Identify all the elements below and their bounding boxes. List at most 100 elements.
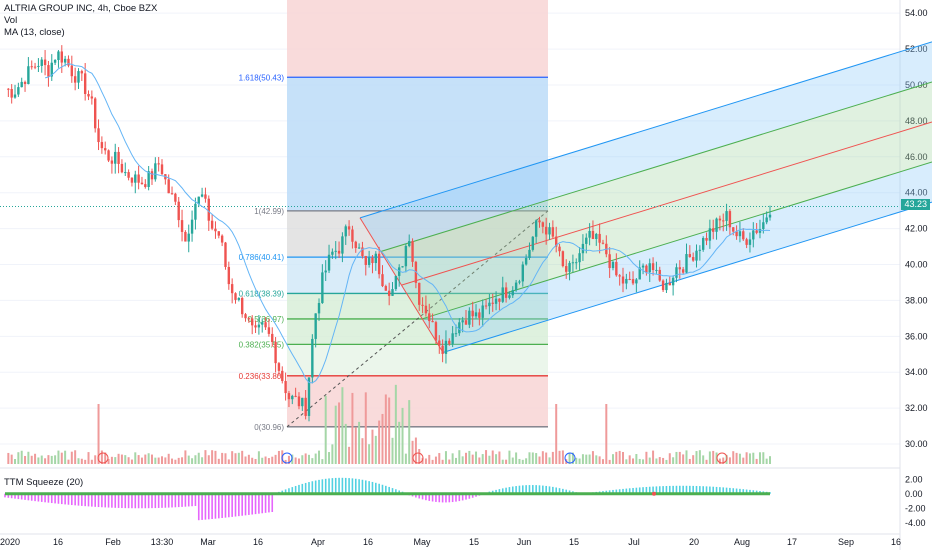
y-tick-label: 46.00 xyxy=(905,152,928,162)
candle-body xyxy=(297,396,301,407)
squeeze-bar xyxy=(238,493,240,517)
volume-bar xyxy=(120,454,123,464)
candle-body xyxy=(227,266,231,285)
x-tick-label: 20 xyxy=(689,537,699,547)
volume-bar xyxy=(571,452,574,464)
candle-body xyxy=(471,310,474,317)
fib-zone-4 xyxy=(287,344,548,376)
squeeze-bar xyxy=(465,493,467,500)
squeeze-bar xyxy=(662,486,664,494)
volume-bar xyxy=(67,459,70,464)
squeeze-bar xyxy=(181,493,183,507)
squeeze-bar xyxy=(74,493,76,506)
candle-body xyxy=(194,203,197,220)
candles-group xyxy=(7,45,772,422)
squeeze-bar xyxy=(60,493,63,505)
volume-bar xyxy=(274,454,277,464)
candle-body xyxy=(70,65,74,77)
volume-bar xyxy=(77,458,80,464)
volume-bar xyxy=(518,458,521,464)
volume-bar xyxy=(541,451,544,464)
squeeze-bar xyxy=(234,493,237,517)
volume-bar xyxy=(675,451,678,464)
candle-body xyxy=(625,278,628,284)
squeeze-bar xyxy=(264,493,267,513)
candle-body xyxy=(230,284,234,294)
candle-body xyxy=(77,71,80,83)
candle-body xyxy=(251,318,254,326)
volume-bar xyxy=(618,450,621,464)
channel-band-bottom xyxy=(422,162,932,353)
last-price-badge: 43.23 xyxy=(901,199,930,210)
candle-body xyxy=(611,261,615,269)
squeeze-bar xyxy=(625,488,628,494)
volume-bar xyxy=(358,421,361,464)
volume-bar xyxy=(642,459,645,464)
candle-body xyxy=(124,172,127,174)
candle-body xyxy=(347,226,351,230)
squeeze-bar xyxy=(318,479,320,494)
candle-body xyxy=(678,267,682,270)
volume-bar xyxy=(97,404,100,464)
volume-bar xyxy=(742,457,745,464)
candle-body xyxy=(87,93,90,97)
volume-bar xyxy=(708,451,711,464)
volume-bar xyxy=(257,451,260,464)
candle-body xyxy=(130,177,134,183)
squeeze-bar xyxy=(17,493,20,500)
candle-body xyxy=(464,320,468,325)
candle-body xyxy=(738,231,742,237)
volume-bar xyxy=(331,444,334,464)
volume-bar xyxy=(745,452,748,464)
volume-bar xyxy=(498,451,501,464)
candle-body xyxy=(712,228,715,232)
volume-bar xyxy=(545,452,548,464)
candle-body xyxy=(174,193,177,202)
candle-body xyxy=(304,397,307,416)
candle-body xyxy=(618,275,621,277)
squeeze-bar xyxy=(84,493,86,507)
candle-body xyxy=(588,230,591,238)
volume-bar xyxy=(284,459,287,464)
candle-body xyxy=(281,370,284,382)
y-tick-label: 34.00 xyxy=(905,367,928,377)
x-tick-label: 17 xyxy=(787,537,797,547)
volume-bar xyxy=(558,450,561,464)
candle-body xyxy=(33,66,37,68)
candle-body xyxy=(391,289,394,296)
volume-bar xyxy=(267,458,270,464)
candle-body xyxy=(53,60,57,63)
volume-bar xyxy=(611,454,614,464)
volume-bar xyxy=(47,455,50,464)
candle-body xyxy=(491,302,494,304)
volume-bar xyxy=(184,450,187,464)
candle-body xyxy=(387,290,391,296)
volume-bar xyxy=(70,451,73,464)
volume-bar xyxy=(57,450,60,464)
volume-bar xyxy=(648,457,651,464)
squeeze-bar xyxy=(515,486,517,494)
candle-body xyxy=(104,148,107,151)
squeeze-bar xyxy=(628,488,631,494)
volume-bar xyxy=(117,453,120,464)
candle-body xyxy=(110,160,114,164)
volume-bar xyxy=(448,459,451,464)
volume-bar xyxy=(194,455,197,464)
channel-line xyxy=(359,41,932,219)
volume-bar xyxy=(511,457,514,464)
candle-body xyxy=(641,265,645,268)
squeeze-bar xyxy=(421,493,424,500)
candle-body xyxy=(481,305,484,318)
squeeze-bar xyxy=(301,483,304,494)
candle-body xyxy=(144,184,147,187)
volume-bar xyxy=(144,454,147,464)
squeeze-bar xyxy=(375,482,377,494)
volume-bar xyxy=(181,457,184,464)
squeeze-bar xyxy=(722,487,725,494)
volume-bar xyxy=(110,456,113,464)
volume-bar xyxy=(528,452,531,464)
volume-bar xyxy=(254,458,257,464)
squeeze-bar xyxy=(308,482,310,494)
squeeze-bar xyxy=(675,485,678,494)
